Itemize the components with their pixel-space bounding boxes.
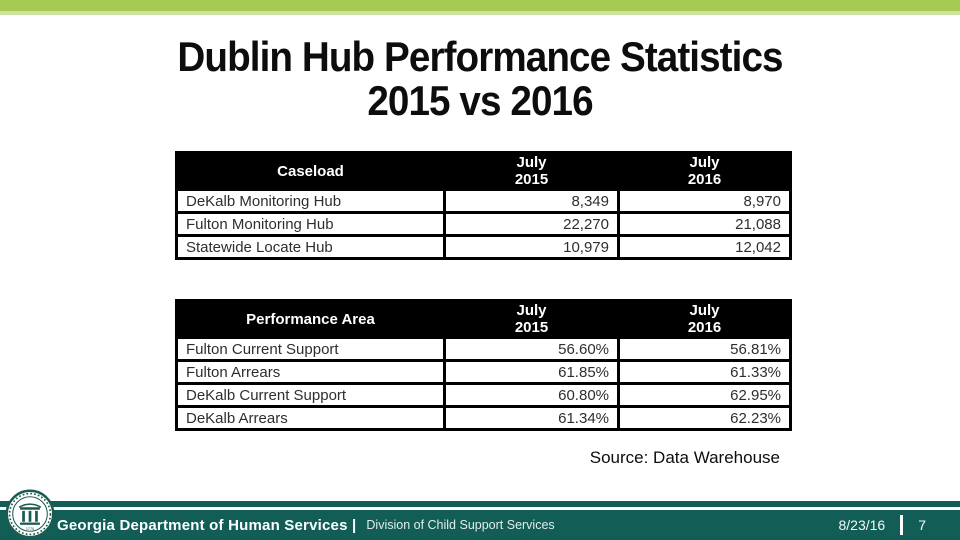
performance-header-row: Performance Area July 2015 July 2016 [175,299,792,339]
table-row: DeKalb Current Support 60.80% 62.95% [175,382,792,408]
footer-division-name: Division of Child Support Services [366,518,555,532]
row-label: DeKalb Current Support [175,382,446,408]
table-row: Fulton Monitoring Hub 22,270 21,088 [175,211,792,237]
value-july-2015: 22,270 [443,211,620,237]
performance-table: Performance Area July 2015 July 2016 Ful… [175,299,792,431]
table-row: Fulton Current Support 56.60% 56.81% [175,336,792,362]
performance-header-july-2016: July 2016 [617,299,792,339]
footer-accent-strip [0,501,960,507]
source-note: Source: Data Warehouse [589,448,780,467]
slide-title: Dublin Hub Performance Statistics 2015 v… [177,33,783,124]
footer-bar [0,510,960,540]
footer-agency-block: Georgia Department of Human Services | D… [57,510,555,540]
value-july-2015: 56.60% [443,336,620,362]
value-july-2015: 8,349 [443,188,620,214]
performance-header-july-2015: July 2015 [443,299,620,339]
row-label: Fulton Arrears [175,359,446,385]
footer-agency-name: Georgia Department of Human Services | [57,516,357,534]
value-july-2016: 62.23% [617,405,792,431]
value-july-2016: 56.81% [617,336,792,362]
table-row: DeKalb Monitoring Hub 8,349 8,970 [175,188,792,214]
caseload-table: Caseload July 2015 July 2016 DeKalb Moni… [175,151,792,260]
caseload-header-july-2015: July 2015 [443,151,620,191]
footer-date: 8/23/16 [838,517,886,533]
top-accent-bar-light [0,11,960,15]
table-row: Statewide Locate Hub 10,979 12,042 [175,234,792,260]
georgia-state-seal-icon: 1776 [5,489,55,539]
performance-header-area: Performance Area [175,299,446,339]
caseload-header-row: Caseload July 2015 July 2016 [175,151,792,191]
page-number: 7 [918,517,926,533]
footer-page-block: 8/23/16 7 [838,510,926,540]
value-july-2015: 10,979 [443,234,620,260]
value-july-2016: 12,042 [617,234,792,260]
caseload-header-area: Caseload [175,151,446,191]
row-label: Statewide Locate Hub [175,234,446,260]
table-row: DeKalb Arrears 61.34% 62.23% [175,405,792,431]
row-label: Fulton Current Support [175,336,446,362]
row-label: DeKalb Arrears [175,405,446,431]
value-july-2016: 8,970 [617,188,792,214]
value-july-2015: 61.85% [443,359,620,385]
row-label: DeKalb Monitoring Hub [175,188,446,214]
value-july-2015: 60.80% [443,382,620,408]
row-label: Fulton Monitoring Hub [175,211,446,237]
value-july-2016: 61.33% [617,359,792,385]
value-july-2016: 21,088 [617,211,792,237]
top-accent-bar [0,0,960,11]
caseload-header-july-2016: July 2016 [617,151,792,191]
page-number-divider [900,515,904,535]
table-row: Fulton Arrears 61.85% 61.33% [175,359,792,385]
value-july-2015: 61.34% [443,405,620,431]
value-july-2016: 62.95% [617,382,792,408]
svg-text:1776: 1776 [26,527,34,531]
